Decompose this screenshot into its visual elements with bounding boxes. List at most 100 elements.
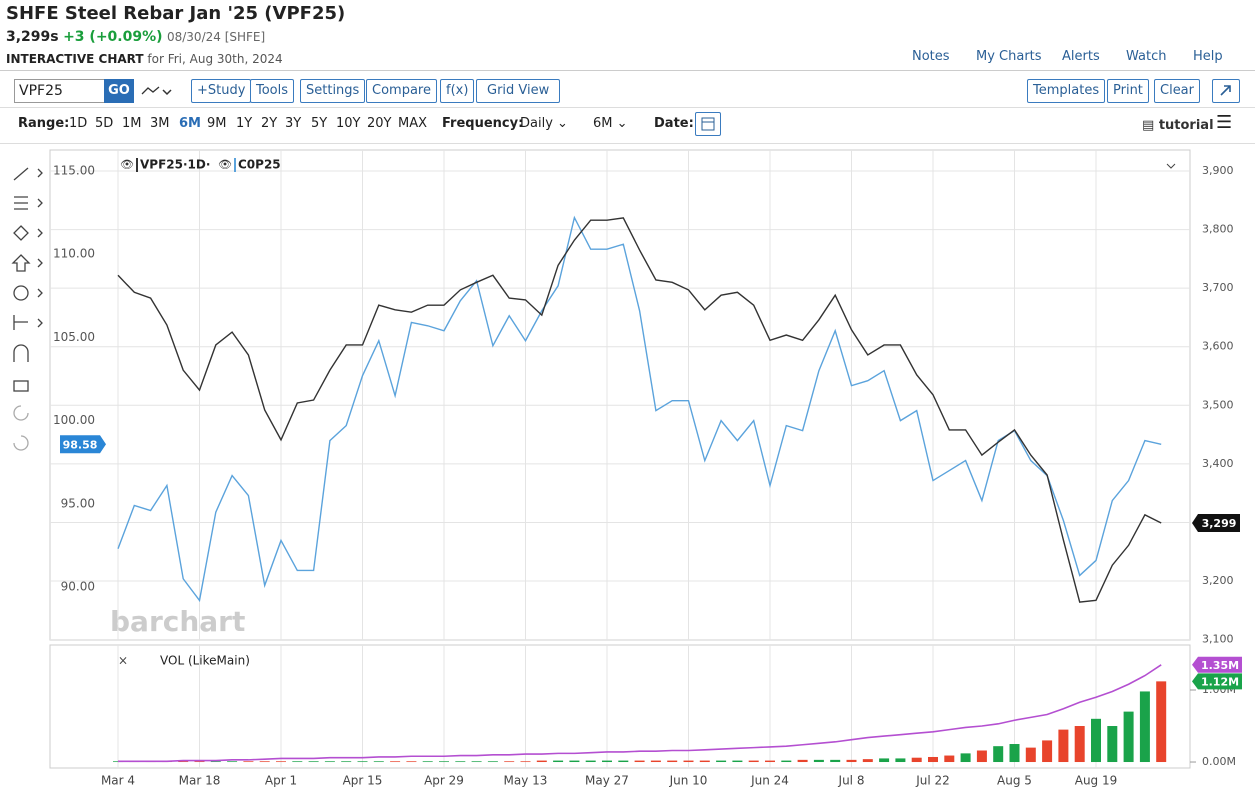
- chart-for: for Fri, Aug 30th, 2024: [147, 52, 283, 66]
- x-tick-label: Jul 22: [915, 774, 950, 788]
- frequency[interactable]: Daily ⌄: [520, 116, 568, 131]
- legend-swatch: [136, 158, 138, 172]
- volume-bar: [487, 761, 498, 763]
- toolbar-button[interactable]: Clear: [1154, 79, 1200, 103]
- y2-tick-label: 3,800: [1202, 223, 1234, 236]
- y2-tick-label: 3,600: [1202, 340, 1234, 353]
- tool-measure[interactable]: [13, 315, 28, 330]
- value-badge-label: 98.58: [63, 438, 98, 451]
- toolbar-button[interactable]: +Study: [191, 79, 252, 103]
- frequency-label: Frequency:: [442, 116, 524, 131]
- range-option[interactable]: 3Y: [285, 116, 302, 131]
- volume-bar: [618, 760, 629, 763]
- tool-undo[interactable]: [13, 405, 29, 421]
- volume-bar: [308, 761, 319, 763]
- header-link[interactable]: Notes: [912, 49, 950, 64]
- volume-bar: [357, 761, 368, 763]
- toolbar-button[interactable]: Tools: [250, 79, 295, 103]
- toolbar-button[interactable]: Grid View: [476, 79, 561, 103]
- toolbar-button[interactable]: Compare: [366, 79, 437, 103]
- volume-bar: [178, 761, 189, 763]
- tutorial[interactable]: ▤ tutorial: [1142, 118, 1214, 133]
- tool-line[interactable]: [13, 167, 29, 181]
- period[interactable]: 6M ⌄: [593, 116, 628, 131]
- volume-bar: [1091, 718, 1101, 763]
- range-option[interactable]: 2Y: [261, 116, 278, 131]
- tool-fib[interactable]: [14, 196, 28, 210]
- volume-bar: [976, 750, 987, 763]
- x-tick-label: Mar 4: [101, 774, 135, 788]
- collapse[interactable]: [1166, 163, 1176, 169]
- volume-bar: [1123, 711, 1134, 763]
- tool-shape[interactable]: [13, 225, 29, 241]
- calendar-icon: [701, 117, 715, 131]
- toolbar-button[interactable]: f(x): [440, 79, 475, 103]
- header-link[interactable]: My Charts: [976, 49, 1042, 64]
- range-option[interactable]: 10Y: [336, 116, 361, 131]
- y-tick-label: 95.00: [61, 496, 95, 510]
- x-tick-label: Apr 15: [343, 774, 383, 788]
- x-tick-label: Jun 10: [669, 774, 708, 788]
- volume-bar: [210, 761, 221, 763]
- period-value: 6M: [593, 116, 613, 131]
- line-series: [117, 215, 1162, 603]
- volume-bar: [944, 755, 955, 763]
- volume-bar: [650, 760, 661, 763]
- y2-tick-label: 3,700: [1202, 281, 1234, 294]
- tool-text[interactable]: [13, 285, 29, 301]
- volume-bar: [1025, 747, 1036, 763]
- volume-bar: [683, 760, 694, 763]
- watermark: barchart: [110, 605, 245, 638]
- value-badge-label: 3,299: [1202, 517, 1237, 530]
- range-option[interactable]: MAX: [398, 116, 428, 131]
- range-option[interactable]: 1M: [122, 116, 142, 131]
- x-tick-label: Jun 24: [750, 774, 789, 788]
- legend-eye: 👁: [218, 158, 232, 171]
- volume-bar: [471, 761, 482, 763]
- range-option[interactable]: 3M: [150, 116, 170, 131]
- volume-bar: [276, 761, 286, 763]
- volume-bar: [781, 760, 792, 763]
- volume-title: VOL (LikeMain): [160, 654, 250, 668]
- toolbar-button[interactable]: Print: [1107, 79, 1149, 103]
- go-button[interactable]: GO: [104, 79, 134, 103]
- popout[interactable]: [1212, 79, 1240, 103]
- legend-label: VPF25·1D·: [140, 158, 210, 172]
- volume-bar: [1074, 726, 1085, 763]
- range-option[interactable]: 5D: [95, 116, 114, 131]
- header-link[interactable]: Help: [1193, 49, 1223, 64]
- price-line: 3,299s +3 (+0.09%) 08/30/24 [SHFE]: [6, 29, 265, 45]
- range-option[interactable]: 1D: [69, 116, 88, 131]
- menu[interactable]: ☰: [1216, 112, 1233, 133]
- volume-close[interactable]: ×: [118, 654, 128, 668]
- legend-swatch: [234, 158, 236, 172]
- tool-arrow[interactable]: [11, 254, 31, 272]
- y2-tick-label: 3,100: [1202, 633, 1234, 646]
- toolbar-button[interactable]: Templates: [1027, 79, 1106, 103]
- x-tick-label: May 13: [504, 774, 548, 788]
- range-option[interactable]: 9M: [207, 116, 227, 131]
- volume-bar: [390, 761, 401, 763]
- range-option[interactable]: 6M: [179, 116, 201, 131]
- header-link[interactable]: Alerts: [1062, 49, 1100, 64]
- x-tick-label: Apr 1: [265, 774, 297, 788]
- date-picker[interactable]: [695, 112, 721, 136]
- value-badge-label: 1.35M: [1201, 659, 1239, 672]
- y-tick-label: 105.00: [53, 330, 95, 344]
- volume-bar: [1156, 681, 1167, 763]
- chart-type[interactable]: [140, 82, 172, 100]
- tool-redo[interactable]: [13, 435, 29, 451]
- range-option[interactable]: 5Y: [311, 116, 328, 131]
- tool-magnet[interactable]: [13, 344, 29, 362]
- y-tick-label: 90.00: [61, 580, 95, 594]
- plot-border: [49, 149, 1191, 641]
- tool-lock[interactable]: [13, 380, 29, 392]
- volume-bar: [667, 760, 678, 763]
- volume-bar: [765, 760, 775, 763]
- header-link[interactable]: Watch: [1126, 49, 1167, 64]
- range-option[interactable]: 1Y: [236, 116, 253, 131]
- toolbar-button[interactable]: Settings: [300, 79, 366, 103]
- arrow: [1220, 85, 1231, 96]
- range-option[interactable]: 20Y: [367, 116, 392, 131]
